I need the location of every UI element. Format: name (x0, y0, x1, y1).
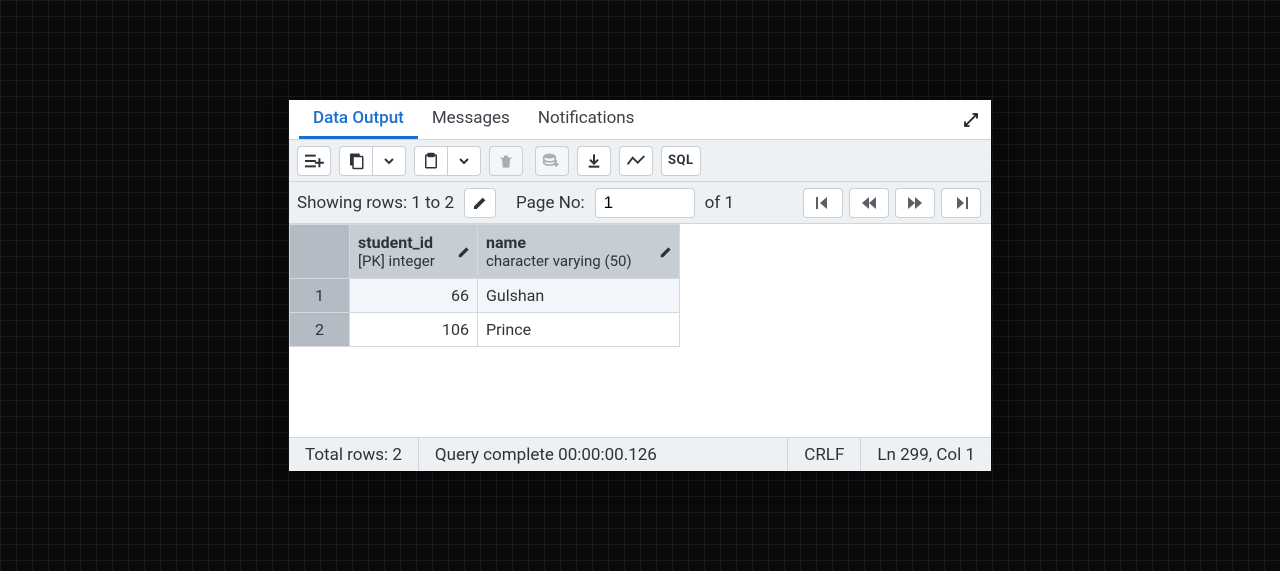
copy-group (339, 146, 406, 176)
cell[interactable]: Gulshan (478, 279, 680, 313)
edit-column-icon[interactable] (659, 245, 673, 259)
pager-bar: Showing rows: 1 to 2 Page No: of 1 (289, 182, 991, 224)
table-row[interactable]: 1 66 Gulshan (290, 279, 680, 313)
prev-page-button[interactable] (849, 188, 889, 218)
paste-group (414, 146, 481, 176)
row-number[interactable]: 2 (290, 313, 350, 347)
showing-rows-label: Showing rows: 1 to 2 (297, 193, 454, 213)
column-type: character varying (50) (486, 252, 671, 270)
last-page-button[interactable] (941, 188, 981, 218)
column-header-student-id[interactable]: student_id [PK] integer (350, 225, 478, 279)
first-page-button[interactable] (803, 188, 843, 218)
column-type: [PK] integer (358, 252, 469, 270)
page-nav (803, 188, 981, 218)
tab-messages[interactable]: Messages (418, 100, 524, 139)
paste-dropdown[interactable] (447, 146, 481, 176)
expand-icon[interactable] (961, 110, 981, 130)
status-eol: CRLF (787, 438, 860, 471)
copy-dropdown[interactable] (372, 146, 406, 176)
save-data-button[interactable] (535, 146, 569, 176)
delete-button[interactable] (489, 146, 523, 176)
column-header-name[interactable]: name character varying (50) (478, 225, 680, 279)
column-name: student_id (358, 233, 469, 252)
add-row-button[interactable] (297, 146, 331, 176)
column-name: name (486, 233, 671, 252)
status-cursor-position: Ln 299, Col 1 (860, 438, 991, 471)
tab-notifications[interactable]: Notifications (524, 100, 649, 139)
tab-bar: Data Output Messages Notifications (289, 100, 991, 140)
cell[interactable]: 66 (350, 279, 478, 313)
paste-button[interactable] (414, 146, 448, 176)
edit-column-icon[interactable] (457, 245, 471, 259)
sql-button[interactable]: SQL (661, 146, 701, 176)
status-query-time: Query complete 00:00:00.126 (418, 438, 673, 471)
chart-button[interactable] (619, 146, 653, 176)
status-total-rows: Total rows: 2 (289, 438, 418, 471)
row-number[interactable]: 1 (290, 279, 350, 313)
next-page-button[interactable] (895, 188, 935, 218)
copy-button[interactable] (339, 146, 373, 176)
status-bar: Total rows: 2 Query complete 00:00:00.12… (289, 437, 991, 471)
toolbar: SQL (289, 140, 991, 182)
page-number-input[interactable] (595, 188, 695, 218)
page-of-label: of 1 (705, 193, 734, 213)
row-number-header[interactable] (290, 225, 350, 279)
page-no-label: Page No: (516, 193, 585, 213)
data-output-panel: Data Output Messages Notifications (289, 100, 991, 471)
download-button[interactable] (577, 146, 611, 176)
table-row[interactable]: 2 106 Prince (290, 313, 680, 347)
data-grid: student_id [PK] integer name character v… (289, 224, 991, 437)
cell[interactable]: 106 (350, 313, 478, 347)
tab-data-output[interactable]: Data Output (299, 100, 418, 139)
cell[interactable]: Prince (478, 313, 680, 347)
edit-rows-button[interactable] (464, 188, 496, 218)
